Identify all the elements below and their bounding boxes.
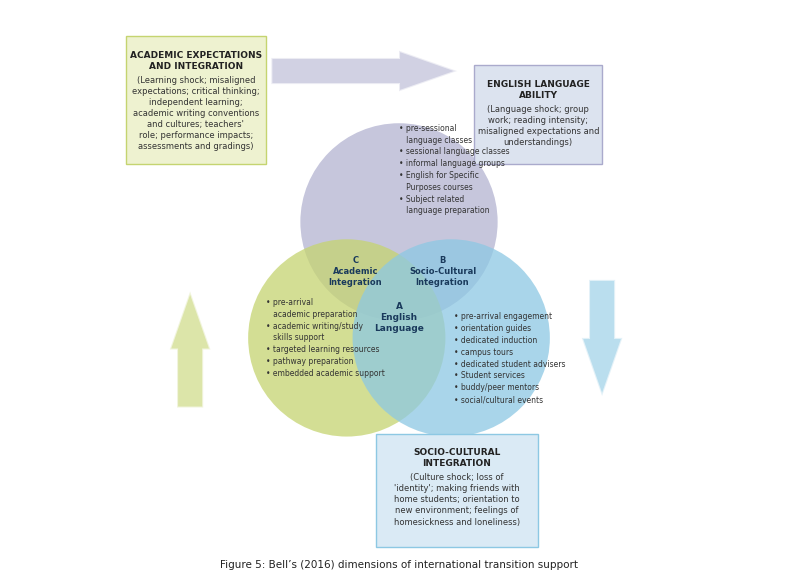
- Circle shape: [248, 239, 445, 437]
- Text: • pre-sessional
   language classes
• sessional language classes
• informal lang: • pre-sessional language classes • sessi…: [399, 124, 510, 216]
- Text: SOCIO-CULTURAL
INTEGRATION: SOCIO-CULTURAL INTEGRATION: [413, 448, 500, 468]
- Text: (Learning shock; misaligned
expectations; critical thinking;
independent learnin: (Learning shock; misaligned expectations…: [132, 76, 259, 151]
- PathPatch shape: [170, 292, 211, 408]
- FancyBboxPatch shape: [126, 36, 266, 164]
- Text: Figure 5: Bell’s (2016) dimensions of international transition support: Figure 5: Bell’s (2016) dimensions of in…: [220, 560, 578, 570]
- PathPatch shape: [582, 280, 622, 396]
- FancyBboxPatch shape: [475, 65, 602, 164]
- Text: ACADEMIC EXPECTATIONS
AND INTEGRATION: ACADEMIC EXPECTATIONS AND INTEGRATION: [130, 51, 262, 71]
- Circle shape: [300, 123, 498, 321]
- Text: (Language shock; group
work; reading intensity;
misaligned expectations and
unde: (Language shock; group work; reading int…: [477, 105, 599, 147]
- Text: A
English
Language: A English Language: [374, 302, 424, 333]
- Text: • pre-arrival
   academic preparation
• academic writing/study
   skills support: • pre-arrival academic preparation • aca…: [266, 298, 385, 378]
- PathPatch shape: [271, 51, 457, 92]
- Text: (Culture shock; loss of
'identity'; making friends with
home students; orientati: (Culture shock; loss of 'identity'; maki…: [394, 473, 520, 526]
- Text: C
Academic
Integration: C Academic Integration: [329, 255, 382, 287]
- Text: • pre-arrival engagement
• orientation guides
• dedicated induction
• campus tou: • pre-arrival engagement • orientation g…: [454, 312, 566, 404]
- Text: B
Socio-Cultural
Integration: B Socio-Cultural Integration: [409, 255, 476, 287]
- FancyBboxPatch shape: [376, 434, 539, 547]
- Text: ENGLISH LANGUAGE
ABILITY: ENGLISH LANGUAGE ABILITY: [487, 80, 590, 100]
- Circle shape: [353, 239, 550, 437]
